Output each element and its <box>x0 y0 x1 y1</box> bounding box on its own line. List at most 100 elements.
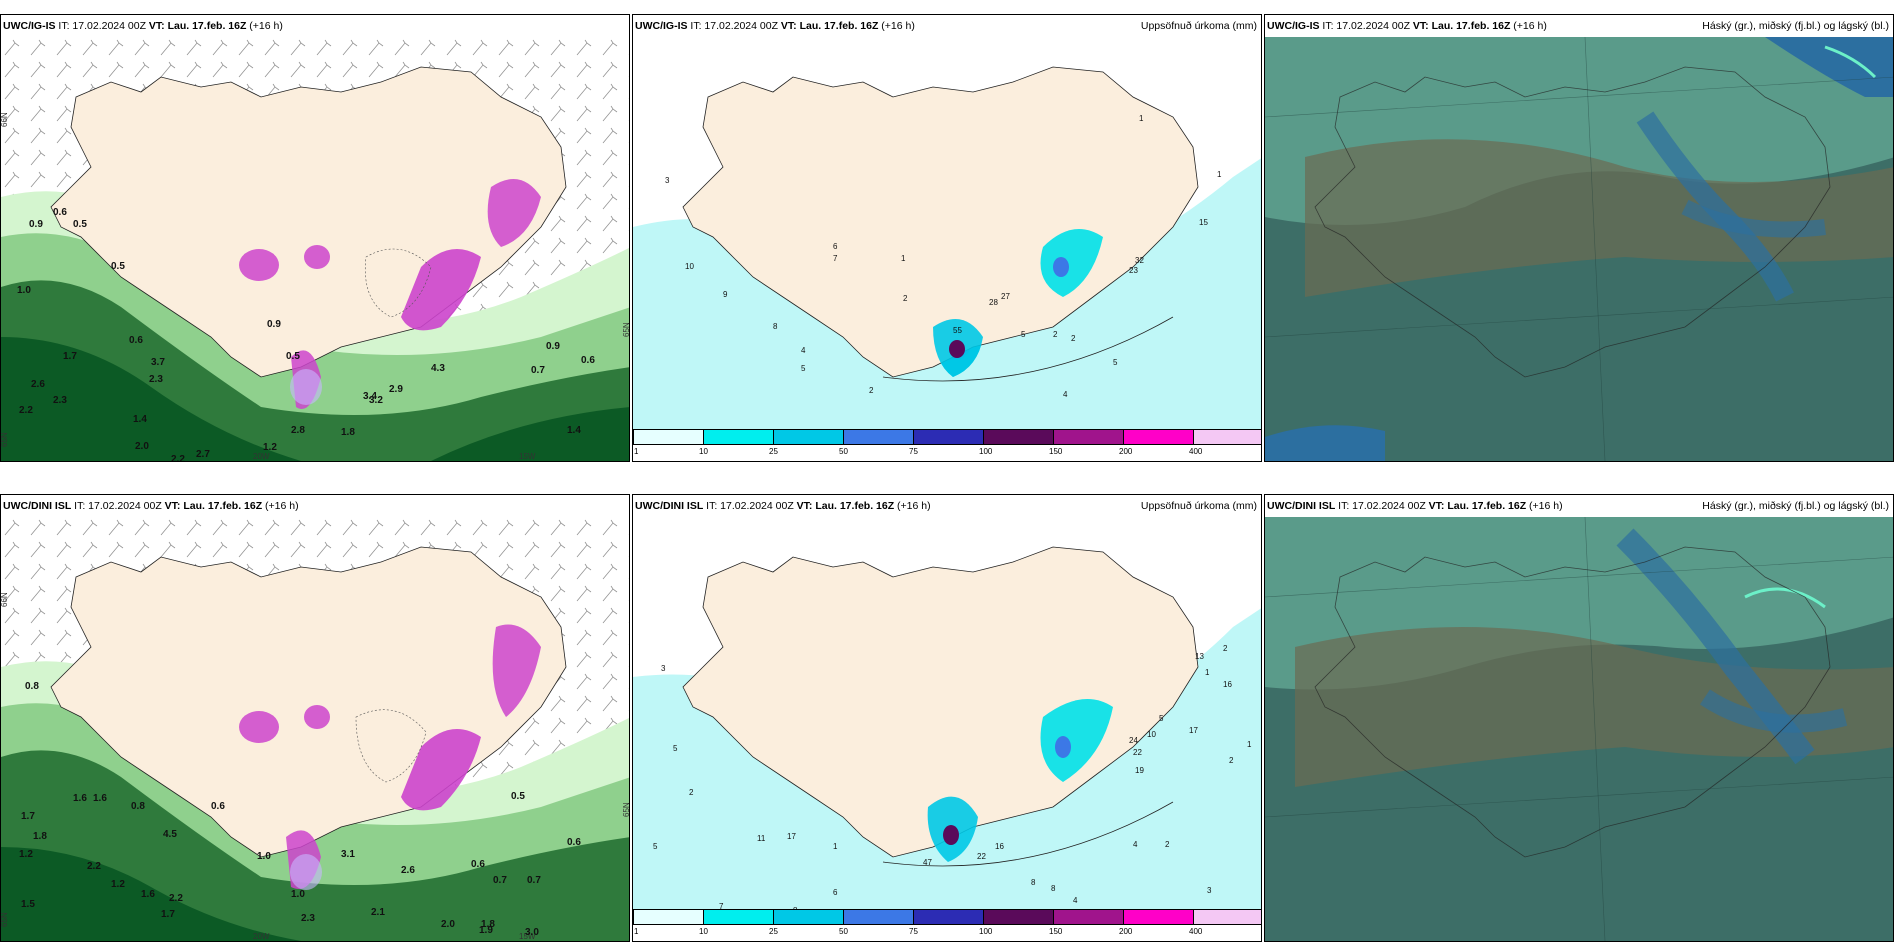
value-label: 5 <box>1159 714 1164 723</box>
lead-time: (+16 h) <box>249 20 283 32</box>
colorbar-swatch <box>1193 909 1261 925</box>
panel-header: UWC/DINI ISL IT: 17.02.2024 00Z VT: Lau.… <box>633 495 1261 517</box>
product-title: Háský (gr.), miðský (fj.bl.) og lágský (… <box>1702 20 1889 32</box>
axis-label-lat-66: 66N <box>1 592 9 607</box>
map-panel-igis-wind-precip: UWC/IG-IS IT: 17.02.2024 00Z VT: Lau. 17… <box>0 14 630 462</box>
model-name: UWC/IG-IS <box>635 20 688 32</box>
value-label: 3.1 <box>341 849 355 860</box>
value-label: 27 <box>1001 292 1010 301</box>
value-label: 8 <box>1031 878 1036 887</box>
panel-header: UWC/IG-IS IT: 17.02.2024 00Z VT: Lau. 17… <box>1 15 629 37</box>
colorbar-swatch <box>703 429 774 445</box>
valid-time: Lau. 17.feb. 16Z <box>815 500 895 512</box>
model-name: UWC/DINI ISL <box>3 500 72 512</box>
colorbar-tick: 75 <box>909 927 918 936</box>
valid-time: Lau. 17.feb. 16Z <box>167 20 247 32</box>
lead-time: (+16 h) <box>881 20 915 32</box>
colorbar-swatch <box>913 909 984 925</box>
colorbar-legend: 1 10 25 50 75 100 150 200 400 <box>633 429 1261 461</box>
map-area: 66N 65N 65N 20W 15W 0.8 1.2 1.6 1.6 1.7 1.8 2.… <box>1 517 629 941</box>
cloud-map <box>1265 517 1893 941</box>
value-label: 1.7 <box>161 909 175 920</box>
value-label: 0.5 <box>511 791 525 802</box>
value-label: 1.6 <box>93 793 107 804</box>
panel-header: UWC/IG-IS IT: 17.02.2024 00Z VT: Lau. 17… <box>633 15 1261 37</box>
value-label: 0.6 <box>53 207 67 218</box>
value-label: 2.3 <box>53 395 67 406</box>
axis-label-lon-15w: 15W <box>519 932 536 941</box>
map-area: 66N 65N 65N 20W 15W 0.6 0.9 0.5 1.0 0.5 0.9 0.… <box>1 37 629 461</box>
value-label: 15 <box>1199 218 1208 227</box>
panel-header: UWC/DINI ISL IT: 17.02.2024 00Z VT: Lau.… <box>1 495 629 517</box>
value-label: 2.2 <box>87 861 101 872</box>
accum-value-labels: 131098645271255282725425442332151 <box>665 114 1222 399</box>
value-label: 3.2 <box>369 395 383 406</box>
value-label: 2 <box>1229 756 1234 765</box>
axis-label-lon-15w: 15W <box>519 452 536 461</box>
colorbar-legend: 1 10 25 50 75 100 150 200 400 <box>633 909 1261 941</box>
value-label: 3 <box>661 664 666 673</box>
init-time: IT: 17.02.2024 00Z <box>690 20 778 32</box>
colorbar-tick: 25 <box>769 927 778 936</box>
colorbar-swatch <box>1123 909 1194 925</box>
value-label: 0.9 <box>546 341 560 352</box>
value-label: 17 <box>1189 726 1198 735</box>
value-label: 1.4 <box>567 425 581 436</box>
map-panel-igis-clouds: UWC/IG-IS IT: 17.02.2024 00Z VT: Lau. 17… <box>1264 14 1894 462</box>
axis-label-lat-65: 65N <box>1 432 9 447</box>
valid-time-label: VT: <box>780 20 797 32</box>
product-title: Háský (gr.), miðský (fj.bl.) og lágský (… <box>1702 500 1889 512</box>
value-label: 1.4 <box>133 414 147 425</box>
value-label: 55 <box>953 326 962 335</box>
colorbar-swatch <box>1193 429 1261 445</box>
valid-time: Lau. 17.feb. 16Z <box>1431 20 1511 32</box>
colorbar-swatch <box>913 429 984 445</box>
colorbar-swatch <box>1123 429 1194 445</box>
value-label: 4 <box>1063 390 1068 399</box>
axis-label-lat-65b: 65N <box>622 322 630 337</box>
value-label: 1.0 <box>17 285 31 296</box>
value-label: 1 <box>1139 114 1144 123</box>
value-label: 6 <box>833 888 838 897</box>
value-label: 2.2 <box>171 454 185 461</box>
precip-value-labels: 0.6 0.9 0.5 1.0 0.5 0.9 0.6 1.7 2.6 2.2 2.3 3.7 2.3 1… <box>17 207 595 461</box>
value-label: 2 <box>1053 330 1058 339</box>
value-label: 3.4 <box>363 391 377 402</box>
colorbar-swatch <box>1053 429 1124 445</box>
accum-precip-map: 3525775586171114722168875444231316101724… <box>633 517 1261 911</box>
value-label: 4 <box>1133 840 1138 849</box>
colorbar-tick: 50 <box>839 927 848 936</box>
value-label: 19 <box>1135 766 1144 775</box>
colorbar-tick: 25 <box>769 447 778 456</box>
value-label: 2 <box>1071 334 1076 343</box>
axis-label-lon-20w: 20W <box>253 452 270 461</box>
value-label: 5 <box>1021 330 1026 339</box>
panel-header: UWC/IG-IS IT: 17.02.2024 00Z VT: Lau. 17… <box>1265 15 1893 37</box>
value-label: 5 <box>673 744 678 753</box>
value-label: 1.8 <box>341 427 355 438</box>
lead-time: (+16 h) <box>1529 500 1563 512</box>
value-label: 7 <box>719 902 724 911</box>
axis-label-lat-65: 65N <box>1 912 9 927</box>
value-label: 0.9 <box>267 319 281 330</box>
value-label: 2.2 <box>19 405 33 416</box>
value-label: 2 <box>903 294 908 303</box>
valid-time-label: VT: <box>164 500 181 512</box>
value-label: 1.7 <box>63 351 77 362</box>
init-time: IT: 17.02.2024 00Z <box>58 20 146 32</box>
colorbar-swatch <box>983 429 1054 445</box>
value-label: 2 <box>1165 840 1170 849</box>
colorbar-tick: 1 <box>634 927 639 936</box>
axis-label-lat-66: 66N <box>1 112 9 127</box>
value-label: 2.3 <box>301 913 315 924</box>
colorbar-tick: 400 <box>1189 927 1203 936</box>
value-label: 0.5 <box>286 351 300 362</box>
value-label: 17 <box>787 832 796 841</box>
value-label: 24 <box>1129 736 1138 745</box>
value-label: 5 <box>653 842 658 851</box>
value-label: 1.8 <box>33 831 47 842</box>
value-label: 2.6 <box>31 379 45 390</box>
colorbar-tick: 200 <box>1119 447 1133 456</box>
colorbar-tick: 100 <box>979 447 993 456</box>
value-label: 1 <box>901 254 906 263</box>
